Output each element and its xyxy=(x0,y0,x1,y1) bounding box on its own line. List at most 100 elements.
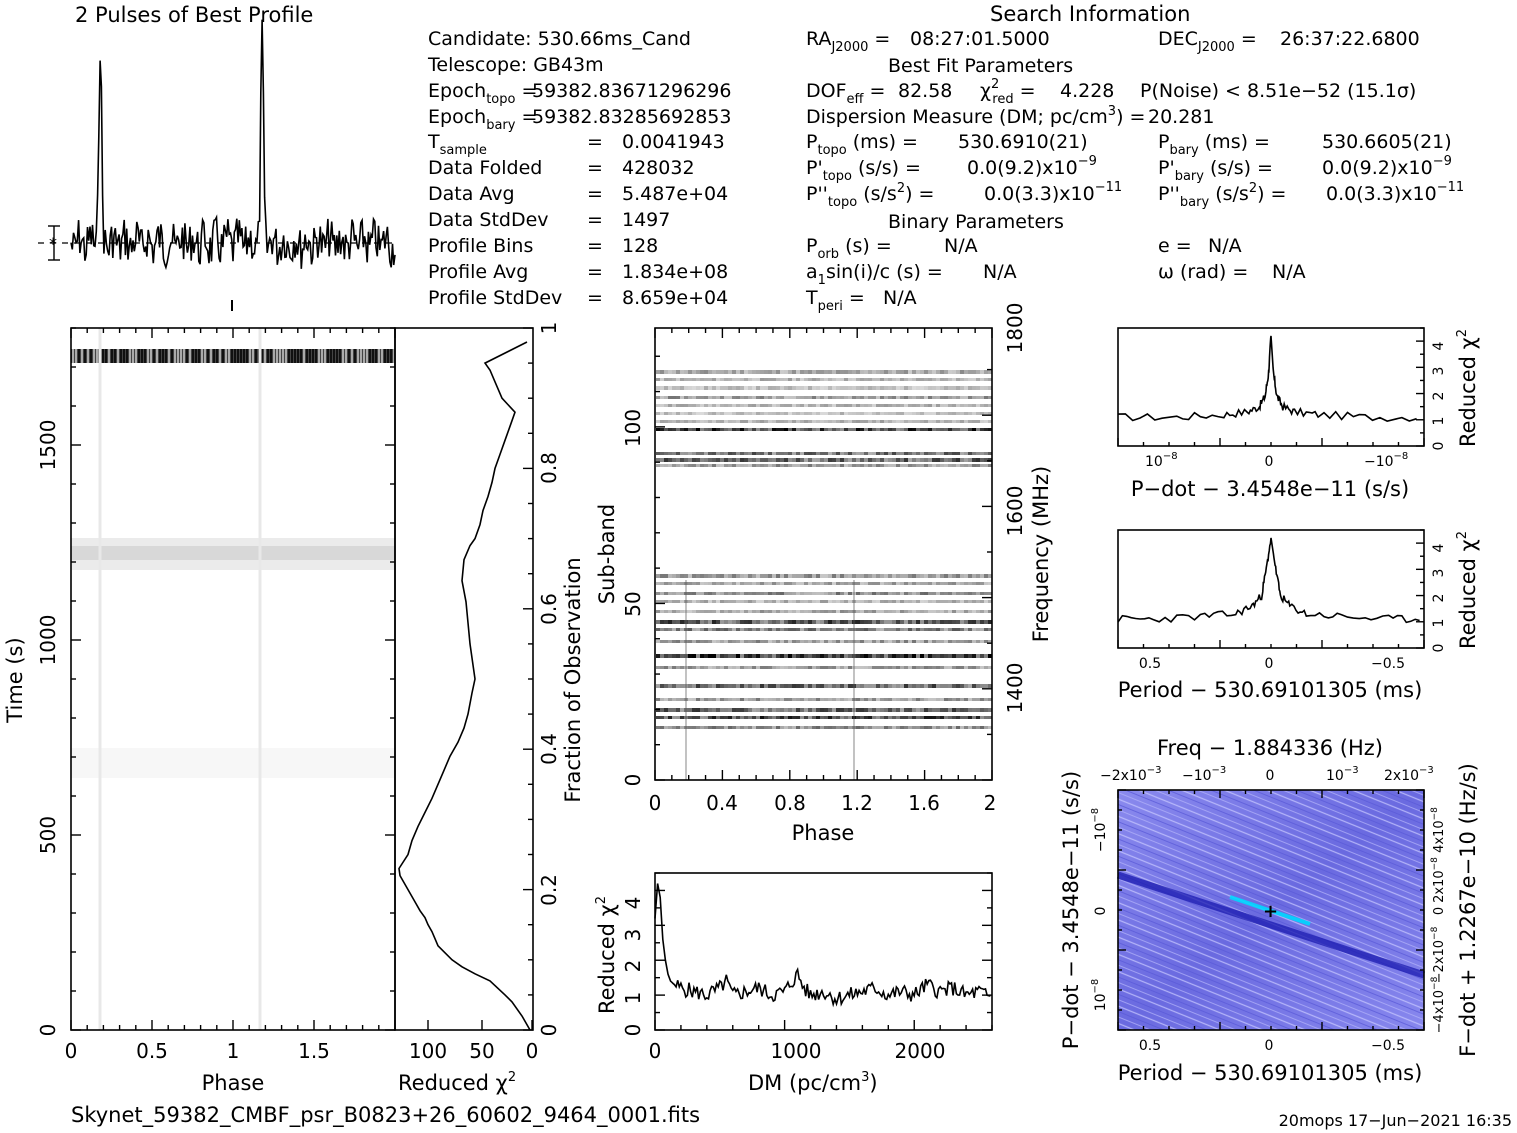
subband-cell xyxy=(872,592,876,595)
subband-cell xyxy=(772,654,776,658)
subband-cell xyxy=(776,464,780,467)
subband-cell xyxy=(952,600,956,603)
subband-cell xyxy=(920,412,924,415)
subband-cell xyxy=(900,716,904,719)
cf-ytick-0: 0 xyxy=(537,1024,561,1037)
subband-cell xyxy=(800,396,804,399)
subband-cell xyxy=(748,666,752,669)
subband-cell xyxy=(712,428,716,431)
subband-cell xyxy=(904,716,908,719)
subband-cell xyxy=(800,684,804,688)
subband-cell xyxy=(852,396,856,399)
subband-cell xyxy=(872,464,876,467)
subband-cell xyxy=(832,684,836,688)
subband-cell xyxy=(876,620,880,624)
subband-cell xyxy=(780,592,784,595)
subband-cell xyxy=(660,464,664,467)
subband-cell xyxy=(660,726,664,729)
subband-cell xyxy=(844,708,848,712)
time-top-stripe xyxy=(180,349,182,363)
subband-cell xyxy=(936,620,940,624)
subband-cell xyxy=(676,452,680,455)
subband-cell xyxy=(936,666,940,669)
subband-cell xyxy=(696,708,700,712)
subband-cell xyxy=(960,420,964,423)
subband-cell xyxy=(760,452,764,455)
dm-ylabel: Reduced χ2 xyxy=(594,896,619,1014)
pd-ylabel: Reduced χ2 xyxy=(1455,329,1480,447)
subband-cell xyxy=(656,412,660,415)
subband-cell xyxy=(772,404,776,407)
subband-cell xyxy=(908,452,912,455)
subband-cell xyxy=(860,698,864,701)
subband-cell xyxy=(888,370,892,374)
time-top-stripe xyxy=(393,349,395,363)
subband-cell xyxy=(980,378,984,381)
subband-cell xyxy=(752,428,756,431)
subband-cell xyxy=(756,378,760,381)
subband-cell xyxy=(656,666,660,669)
subband-cell xyxy=(728,582,732,585)
time-top-stripe xyxy=(177,349,179,363)
subband-cell xyxy=(812,684,816,688)
subband-cell xyxy=(940,464,944,467)
subband-cell xyxy=(700,640,704,643)
subband-cell xyxy=(828,628,832,631)
subband-cell xyxy=(788,654,792,658)
subband-cell xyxy=(804,610,808,613)
subband-cell xyxy=(896,592,900,595)
time-top-stripe xyxy=(342,349,344,363)
subband-cell xyxy=(692,592,696,595)
subband-cell xyxy=(736,464,740,467)
subband-cell xyxy=(676,428,680,431)
subband-cell xyxy=(752,654,756,658)
subband-cell xyxy=(800,654,804,658)
subband-cell xyxy=(724,458,728,462)
subband-cell xyxy=(732,582,736,585)
subband-cell xyxy=(672,452,676,455)
subband-cell xyxy=(700,574,704,578)
subband-cell xyxy=(964,574,968,578)
subband-cell xyxy=(812,698,816,701)
time-top-stripe xyxy=(348,349,350,363)
subband-cell xyxy=(676,404,680,407)
subband-cell xyxy=(728,628,732,631)
subband-cell xyxy=(940,396,944,399)
subband-cell xyxy=(660,610,664,613)
subband-cell xyxy=(688,404,692,407)
subband-cell xyxy=(984,458,988,462)
subband-cell xyxy=(844,370,848,374)
pe-ytick-0: 0 xyxy=(1431,644,1447,653)
subband-cell xyxy=(888,464,892,467)
subband-cell xyxy=(736,452,740,455)
subband-cell xyxy=(984,640,988,643)
subband-cell xyxy=(728,666,732,669)
subband-cell xyxy=(804,386,808,390)
subband-cell xyxy=(780,726,784,729)
subband-cell xyxy=(728,420,732,423)
subband-cell xyxy=(824,610,828,613)
subband-cell xyxy=(832,428,836,431)
subband-cell xyxy=(712,574,716,578)
subband-cell xyxy=(972,412,976,415)
subband-cell xyxy=(704,628,708,631)
subband-cell xyxy=(684,404,688,407)
subband-cell xyxy=(708,370,712,374)
subband-cell xyxy=(980,654,984,658)
subband-cell xyxy=(784,386,788,390)
subband-cell xyxy=(688,640,692,643)
subband-cell xyxy=(952,726,956,729)
subband-cell xyxy=(936,610,940,613)
subband-cell xyxy=(868,708,872,712)
subband-cell xyxy=(780,458,784,462)
subband-cell xyxy=(932,620,936,624)
subband-cell xyxy=(988,592,992,595)
subband-cell xyxy=(872,716,876,719)
subband-cell xyxy=(964,370,968,374)
subband-cell xyxy=(672,654,676,658)
subband-cell xyxy=(704,464,708,467)
subband-cell xyxy=(868,574,872,578)
subband-cell xyxy=(748,404,752,407)
subband-cell xyxy=(952,708,956,712)
subband-cell xyxy=(980,370,984,374)
